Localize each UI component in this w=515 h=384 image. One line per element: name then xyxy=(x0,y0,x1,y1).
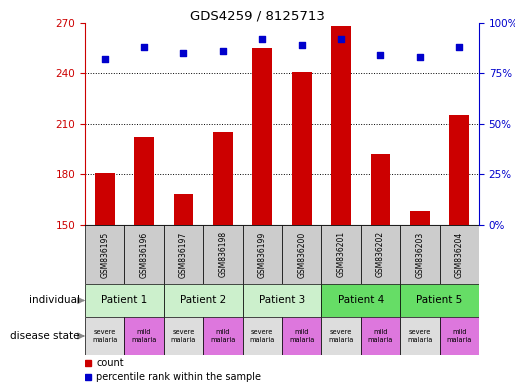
Text: mild
malaria: mild malaria xyxy=(210,329,235,343)
Bar xyxy=(243,284,321,317)
Text: severe
malaria: severe malaria xyxy=(171,329,196,343)
Text: GSM836199: GSM836199 xyxy=(258,231,267,278)
Text: GSM836200: GSM836200 xyxy=(297,231,306,278)
Text: GSM836195: GSM836195 xyxy=(100,231,109,278)
Text: GSM836198: GSM836198 xyxy=(218,231,227,278)
Text: mild
malaria: mild malaria xyxy=(289,329,314,343)
Bar xyxy=(85,225,125,284)
Bar xyxy=(164,225,203,284)
Bar xyxy=(400,225,439,284)
Point xyxy=(455,44,464,50)
Text: mild
malaria: mild malaria xyxy=(447,329,472,343)
Bar xyxy=(203,317,243,355)
Text: severe
malaria: severe malaria xyxy=(250,329,275,343)
Point xyxy=(219,48,227,54)
Bar xyxy=(85,284,164,317)
Text: percentile rank within the sample: percentile rank within the sample xyxy=(96,372,261,382)
Bar xyxy=(125,317,164,355)
Text: Patient 1: Patient 1 xyxy=(101,295,147,306)
Text: mild
malaria: mild malaria xyxy=(131,329,157,343)
Bar xyxy=(243,317,282,355)
Bar xyxy=(410,211,430,225)
Text: severe
malaria: severe malaria xyxy=(329,329,354,343)
Point xyxy=(337,36,345,42)
Bar xyxy=(164,317,203,355)
Point xyxy=(416,54,424,60)
Text: GSM836204: GSM836204 xyxy=(455,231,464,278)
Bar xyxy=(174,194,193,225)
Text: GSM836196: GSM836196 xyxy=(140,231,148,278)
Text: disease state: disease state xyxy=(10,331,80,341)
Bar xyxy=(321,284,400,317)
Bar xyxy=(243,225,282,284)
Point xyxy=(179,50,187,56)
Text: severe
malaria: severe malaria xyxy=(407,329,433,343)
Text: GDS4259 / 8125713: GDS4259 / 8125713 xyxy=(190,10,325,23)
Bar xyxy=(440,317,479,355)
Text: GSM836202: GSM836202 xyxy=(376,231,385,278)
Bar xyxy=(213,132,233,225)
Text: individual: individual xyxy=(29,295,80,306)
Text: Patient 2: Patient 2 xyxy=(180,295,226,306)
Bar xyxy=(321,317,360,355)
Bar xyxy=(361,225,400,284)
Point xyxy=(100,56,109,62)
Text: GSM836203: GSM836203 xyxy=(416,231,424,278)
Bar xyxy=(440,225,479,284)
Bar xyxy=(164,284,243,317)
Bar xyxy=(331,26,351,225)
Text: severe
malaria: severe malaria xyxy=(92,329,117,343)
Bar xyxy=(125,225,164,284)
Bar xyxy=(321,225,360,284)
Bar xyxy=(292,72,312,225)
Point xyxy=(298,42,306,48)
Text: count: count xyxy=(96,358,124,368)
Bar xyxy=(282,225,321,284)
Point xyxy=(258,36,266,42)
Bar xyxy=(252,48,272,225)
Bar xyxy=(371,154,390,225)
Text: Patient 3: Patient 3 xyxy=(259,295,305,306)
Bar xyxy=(361,317,400,355)
Text: mild
malaria: mild malaria xyxy=(368,329,393,343)
Point xyxy=(376,52,385,58)
Point xyxy=(140,44,148,50)
Text: Patient 4: Patient 4 xyxy=(338,295,384,306)
Bar xyxy=(85,317,125,355)
Bar xyxy=(203,225,243,284)
Text: Patient 5: Patient 5 xyxy=(417,295,462,306)
Bar xyxy=(95,172,114,225)
Text: GSM836201: GSM836201 xyxy=(337,231,346,278)
Bar xyxy=(282,317,321,355)
Text: GSM836197: GSM836197 xyxy=(179,231,188,278)
Bar xyxy=(450,116,469,225)
Bar xyxy=(400,317,439,355)
Bar xyxy=(400,284,479,317)
Bar xyxy=(134,137,154,225)
